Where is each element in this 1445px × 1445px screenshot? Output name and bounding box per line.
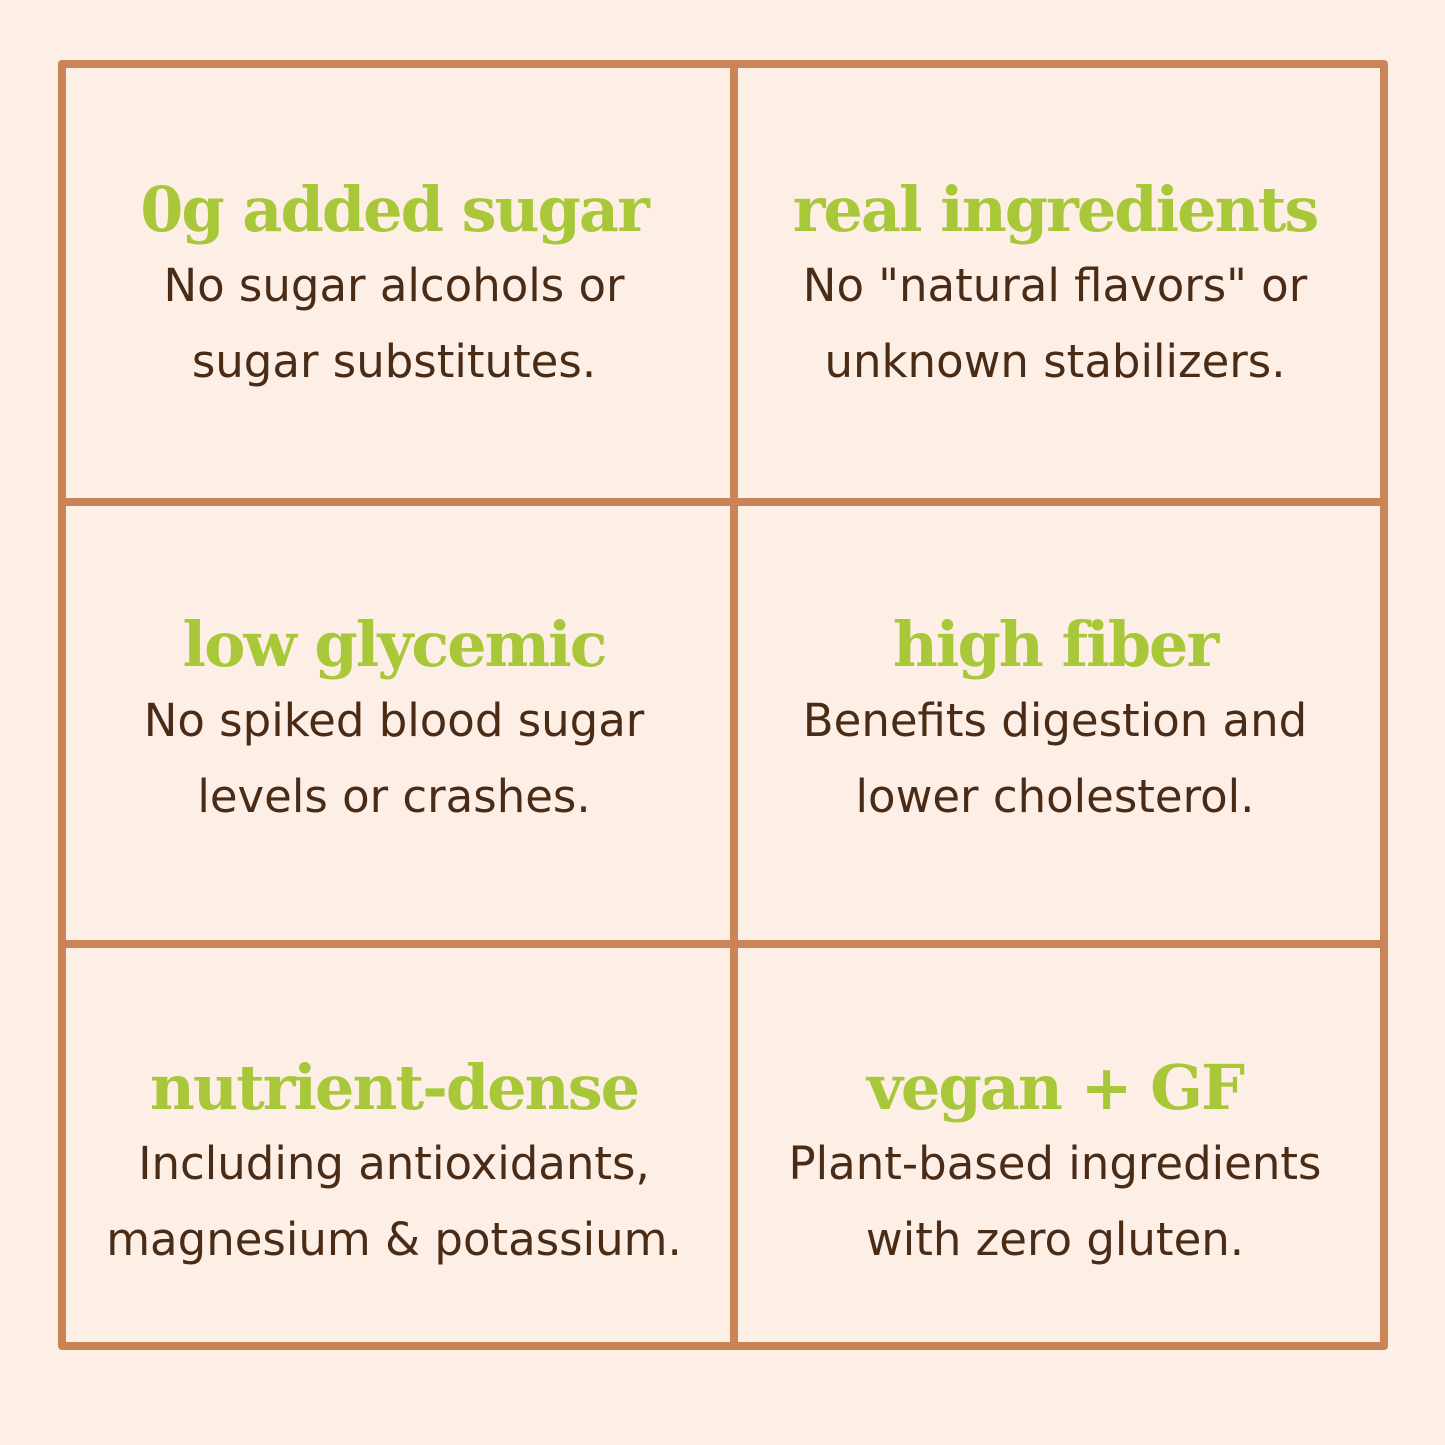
benefit-title: high fiber (892, 608, 1219, 681)
benefit-description: Including antioxidants, magnesium & pota… (106, 1137, 682, 1266)
grid-divider-horizontal-2 (66, 940, 1380, 948)
benefit-cell-nutrient-dense: nutrient-dense Including antioxidants, m… (66, 1050, 722, 1278)
grid-divider-vertical (730, 68, 738, 1342)
benefit-title: nutrient-dense (149, 1051, 640, 1124)
grid-divider-horizontal-1 (66, 498, 1380, 506)
benefit-description: Plant-based ingredients with zero gluten… (788, 1137, 1322, 1266)
benefit-cell-real-ingredients: real ingredients No "natural flavors" or… (730, 172, 1380, 400)
benefit-description: No "natural flavors" or unknown stabiliz… (802, 259, 1308, 388)
benefit-cell-vegan-gf: vegan + GF Plant-based ingredients with … (730, 1050, 1380, 1278)
benefit-description: No sugar alcohols or sugar substitutes. (163, 259, 625, 388)
benefit-cell-added-sugar: 0g added sugar No sugar alcohols or suga… (66, 172, 722, 400)
benefit-title: low glycemic (182, 608, 608, 681)
benefit-title: vegan + GF (866, 1051, 1245, 1124)
benefit-description: Benefits digestion and lower cholesterol… (802, 694, 1308, 823)
benefit-title: 0g added sugar (140, 173, 650, 246)
benefit-title: real ingredients (792, 173, 1319, 246)
benefit-cell-high-fiber: high fiber Benefits digestion and lower … (730, 607, 1380, 835)
benefit-description: No spiked blood sugar levels or crashes. (143, 694, 645, 823)
benefit-cell-low-glycemic: low glycemic No spiked blood sugar level… (66, 607, 722, 835)
benefits-grid (58, 60, 1388, 1350)
